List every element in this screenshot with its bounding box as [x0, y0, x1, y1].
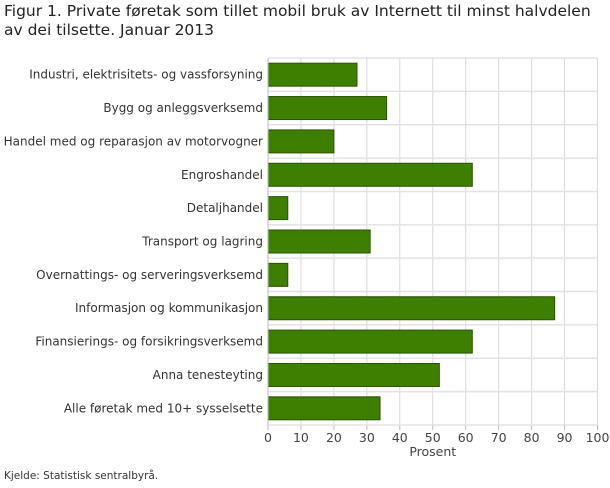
bar: [267, 229, 371, 254]
source-note: Kjelde: Statistisk sentralbyrå.: [4, 470, 159, 482]
category-label: Industri, elektrisitets- og vassforsynin…: [29, 68, 263, 82]
x-tick-label: 80: [524, 430, 540, 445]
bar: [267, 296, 556, 321]
x-tick-label: 0: [264, 430, 272, 445]
category-label: Alle føretak med 10+ sysselsette: [64, 401, 263, 415]
x-tick-label: 20: [326, 430, 342, 445]
category-label: Bygg og anleggsverksemd: [103, 101, 263, 115]
x-tick-label: 30: [359, 430, 375, 445]
category-label: Engroshandel: [181, 168, 263, 182]
x-tick-label: 50: [425, 430, 441, 445]
x-axis-label: Prosent: [409, 444, 456, 459]
category-label: Handel med og reparasjon av motorvogner: [4, 134, 263, 148]
x-tick-label: 60: [458, 430, 474, 445]
bar: [267, 262, 289, 287]
category-label: Anna tenesteyting: [153, 368, 263, 382]
bar: [267, 396, 381, 421]
category-label: Finansierings- og forsikringsverksemd: [35, 335, 263, 349]
category-label: Detaljhandel: [187, 201, 263, 215]
x-tick-label: 90: [557, 430, 573, 445]
category-label: Overnattings- og serveringsverksemd: [36, 268, 263, 282]
bar: [267, 162, 473, 187]
category-label: Informasjon og kommunikasjon: [75, 301, 263, 315]
x-tick-label: 70: [491, 430, 507, 445]
bar: [267, 329, 473, 354]
chart-title: Figur 1. Private føretak som tillet mobi…: [4, 2, 591, 39]
bar: [267, 362, 440, 387]
category-label: Transport og lagring: [141, 235, 263, 249]
x-tick-label: 100: [586, 430, 610, 445]
bar: [267, 96, 388, 121]
bar: [267, 196, 289, 221]
bar: [267, 129, 335, 154]
x-tick-label: 10: [293, 430, 309, 445]
bar: [267, 62, 358, 87]
x-tick-label: 40: [392, 430, 408, 445]
